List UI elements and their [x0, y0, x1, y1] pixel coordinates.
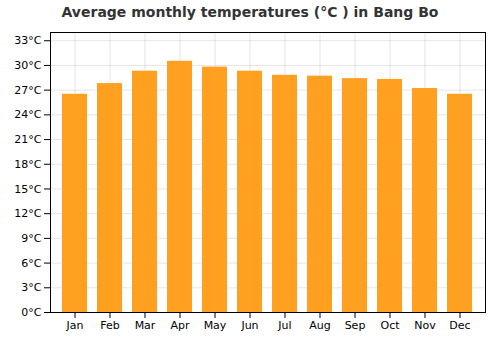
svg-text:30°C: 30°C	[14, 59, 41, 72]
svg-text:May: May	[204, 319, 227, 332]
svg-text:0°C: 0°C	[21, 306, 41, 319]
svg-text:Jul: Jul	[277, 319, 291, 332]
svg-text:27°C: 27°C	[14, 84, 41, 97]
svg-text:33°C: 33°C	[14, 34, 41, 47]
svg-text:Apr: Apr	[170, 319, 190, 332]
svg-text:Sep: Sep	[345, 319, 366, 332]
html-text:Average monthly temperatures (: Average monthly temperatures (°C ) in Ba…	[61, 4, 439, 20]
svg-text:Nov: Nov	[414, 319, 436, 332]
svg-text:Jan: Jan	[66, 319, 84, 332]
svg-text:21°C: 21°C	[14, 133, 41, 146]
svg-text:3°C: 3°C	[21, 281, 41, 294]
svg-text:Feb: Feb	[100, 319, 119, 332]
svg-text:Oct: Oct	[380, 319, 400, 332]
svg-text:9°C: 9°C	[21, 232, 41, 245]
svg-text:Aug: Aug	[309, 319, 330, 332]
svg-text:6°C: 6°C	[21, 257, 41, 270]
svg-text:Jun: Jun	[240, 319, 258, 332]
svg-text:12°C: 12°C	[14, 207, 41, 220]
svg-text:Dec: Dec	[449, 319, 470, 332]
svg-text:Mar: Mar	[135, 319, 156, 332]
svg-text:15°C: 15°C	[14, 182, 41, 195]
svg-text:24°C: 24°C	[14, 108, 41, 121]
svg-text:18°C: 18°C	[14, 158, 41, 171]
